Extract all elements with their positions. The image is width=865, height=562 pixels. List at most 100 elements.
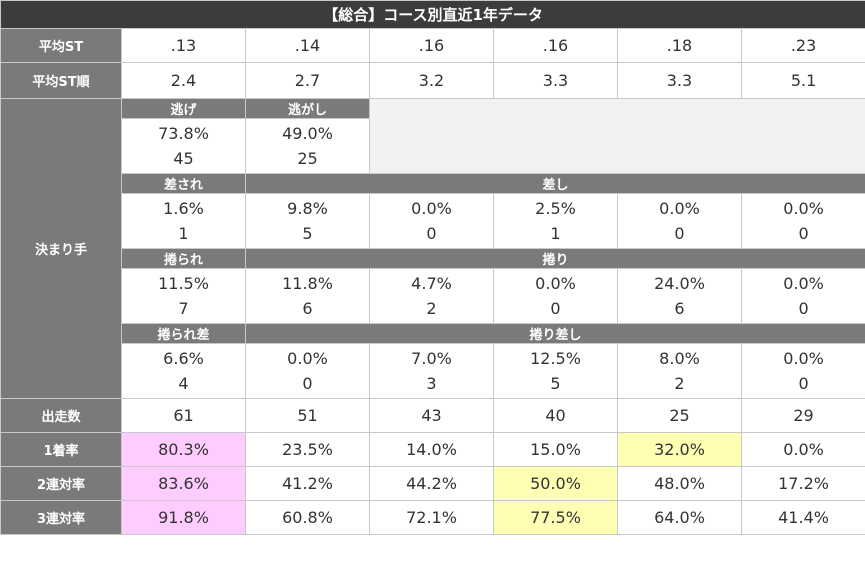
sashi-rate: 0.0% [659,199,700,218]
avg-st-rank-course-2: 2.7 [245,62,370,99]
quinella-rate-course-2: 41.2% [245,466,370,501]
avg-st-course-5: .18 [617,28,742,63]
nige-rate: 73.8% [158,124,209,143]
sashi-rate: 0.0% [411,199,452,218]
avg-st-rank-course-6: 5.1 [740,62,865,99]
avg-st-course-3: .16 [369,28,494,63]
starts-course-2: 51 [245,398,370,433]
sashi-count: 0 [798,224,809,243]
sashi-header: 差し [244,173,865,194]
empty-cell [368,98,865,174]
makurare-sashi-header: 捲られ差 [121,323,246,344]
makuri-sashi-course-6: 0.0% 0 [740,343,865,399]
nigashi-course-2: 49.0% 25 [245,118,370,174]
nigashi-rate: 49.0% [282,124,333,143]
quinella-rate-course-5: 48.0% [617,466,742,501]
avg-st-rank-course-4: 3.3 [493,62,618,99]
makuri-sashi-count: 0 [798,374,809,393]
makuri-count: 6 [674,299,685,318]
makuri-sashi-rate: 12.5% [530,349,581,368]
trio-rate-course-2: 60.8% [245,500,370,535]
makuri-sashi-rate: 7.0% [411,349,452,368]
sashi-count: 0 [674,224,685,243]
avg-st-row: 平均ST .13 .14 .16 .16 .18 .23 [0,28,865,63]
win-rate-row: 1着率 80.3% 23.5% 14.0% 15.0% 32.0% 0.0% [0,432,865,467]
sasare-course-1: 1.6% 1 [121,193,246,249]
win-rate-course-2: 23.5% [245,432,370,467]
makuri-sashi-count: 5 [550,374,561,393]
kimarite-label: 決まり手 [0,98,122,399]
sashi-rate: 2.5% [535,199,576,218]
trio-rate-course-1: 91.8% [121,500,246,535]
makuri-sashi-header: 捲り差し [244,323,865,344]
makuri-header: 捲り [244,248,865,269]
makuri-course-5: 24.0% 6 [617,268,742,324]
win-rate-course-3: 14.0% [369,432,494,467]
avg-st-rank-label: 平均ST順 [0,62,122,99]
makuri-sashi-course-3: 7.0% 3 [369,343,494,399]
starts-course-4: 40 [493,398,618,433]
avg-st-course-2: .14 [245,28,370,63]
trio-rate-course-4: 77.5% [493,500,618,535]
avg-st-course-1: .13 [121,28,246,63]
makuri-course-4: 0.0% 0 [493,268,618,324]
sashi-rate: 9.8% [287,199,328,218]
makurare-sashi-count: 4 [178,374,189,393]
makurare-sashi-course-1: 6.6% 4 [121,343,246,399]
makuri-rate: 11.8% [282,274,333,293]
quinella-rate-course-6: 17.2% [740,466,865,501]
nige-course-1: 73.8% 45 [121,118,246,174]
makuri-rate: 0.0% [535,274,576,293]
sashi-course-3: 0.0% 0 [369,193,494,249]
table-title: 【総合】コース別直近1年データ [0,0,865,29]
quinella-rate-row: 2連対率 83.6% 41.2% 44.2% 50.0% 48.0% 17.2% [0,466,865,501]
sashi-course-6: 0.0% 0 [740,193,865,249]
sashi-count: 5 [302,224,313,243]
makurare-rate: 11.5% [158,274,209,293]
makuri-sashi-rate: 0.0% [783,349,824,368]
sashi-course-2: 9.8% 5 [245,193,370,249]
avg-st-rank-row: 平均ST順 2.4 2.7 3.2 3.3 3.3 5.1 [0,62,865,99]
makurare-count: 7 [178,299,189,318]
sashi-count: 0 [426,224,437,243]
makuri-course-2: 11.8% 6 [245,268,370,324]
makuri-sashi-course-4: 12.5% 5 [493,343,618,399]
makuri-count: 0 [798,299,809,318]
sashi-course-5: 0.0% 0 [617,193,742,249]
makurare-header: 捲られ [121,248,246,269]
quinella-rate-label: 2連対率 [0,466,122,501]
nige-header: 逃げ [121,98,246,119]
nigashi-header: 逃がし [245,98,370,119]
sashi-course-4: 2.5% 1 [493,193,618,249]
win-rate-course-4: 15.0% [493,432,618,467]
avg-st-rank-course-5: 3.3 [617,62,742,99]
makuri-sashi-course-2: 0.0% 0 [245,343,370,399]
starts-course-1: 61 [121,398,246,433]
starts-course-6: 29 [740,398,865,433]
win-rate-course-1: 80.3% [121,432,246,467]
trio-rate-course-6: 41.4% [740,500,865,535]
avg-st-rank-course-3: 3.2 [369,62,494,99]
trio-rate-label: 3連対率 [0,500,122,535]
sasare-rate: 1.6% [163,199,204,218]
makuri-course-3: 4.7% 2 [369,268,494,324]
sasare-count: 1 [178,224,189,243]
starts-label: 出走数 [0,398,122,433]
trio-rate-row: 3連対率 91.8% 60.8% 72.1% 77.5% 64.0% 41.4% [0,500,865,535]
makuri-rate: 4.7% [411,274,452,293]
avg-st-course-6: .23 [740,28,865,63]
makuri-sashi-count: 2 [674,374,685,393]
starts-course-5: 25 [617,398,742,433]
makuri-count: 6 [302,299,313,318]
win-rate-course-5: 32.0% [617,432,742,467]
avg-st-course-4: .16 [493,28,618,63]
course-stats-table: 【総合】コース別直近1年データ 平均ST .13 .14 .16 .16 .18… [0,0,865,535]
sashi-rate: 0.0% [783,199,824,218]
makuri-sashi-count: 0 [302,374,313,393]
quinella-rate-course-4: 50.0% [493,466,618,501]
makurare-course-1: 11.5% 7 [121,268,246,324]
starts-row: 出走数 61 51 43 40 25 29 [0,398,865,433]
makuri-count: 0 [550,299,561,318]
makuri-sashi-rate: 8.0% [659,349,700,368]
makuri-rate: 24.0% [654,274,705,293]
